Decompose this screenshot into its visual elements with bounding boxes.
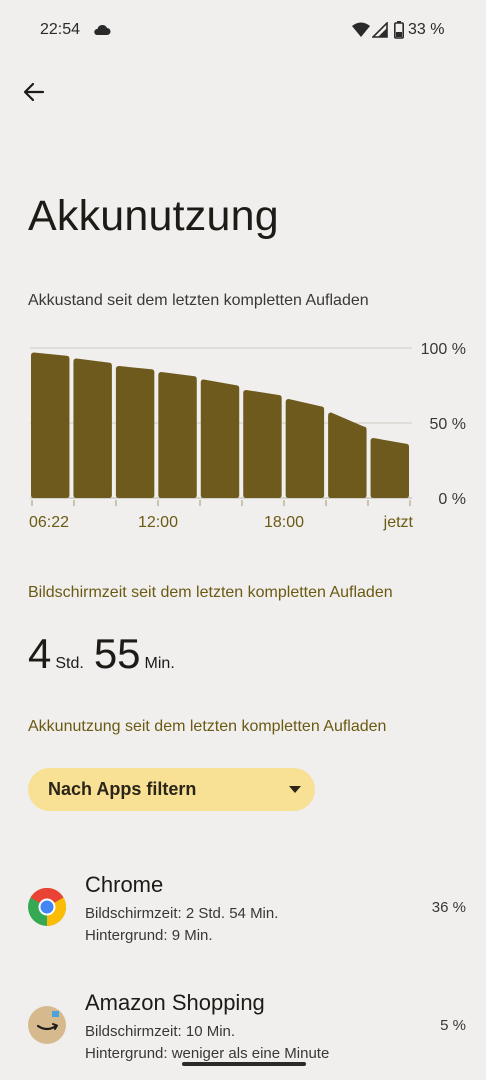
status-bar: 22:54 33 % <box>0 0 486 62</box>
battery-bar <box>243 390 282 498</box>
battery-bar <box>31 352 70 498</box>
x-tick-label: jetzt <box>383 514 414 531</box>
app-background-time: Hintergrund: 9 Min. <box>85 927 213 944</box>
arrow-back-icon <box>23 82 45 102</box>
app-percent: 5 % <box>440 1017 466 1034</box>
x-tick-label: 06:22 <box>29 514 69 531</box>
battery-chart[interactable]: 100 % 50 % 0 % 06:22 12:00 18:00 jetzt <box>0 330 486 540</box>
app-name: Chrome <box>85 872 164 897</box>
app-row-chrome[interactable]: Chrome Bildschirmzeit: 2 Std. 54 Min. Hi… <box>0 862 486 962</box>
battery-bar <box>200 379 240 498</box>
battery-bar <box>115 366 155 498</box>
screen-time-value: 4 Std. 55 Min. <box>28 630 185 680</box>
battery-bar <box>285 399 325 498</box>
battery-bar <box>328 412 367 498</box>
screen-time-hours: 4 <box>28 630 52 677</box>
filter-label: Nach Apps filtern <box>48 779 197 799</box>
screen-time-minutes: 55 <box>93 630 141 677</box>
battery-usage-label: Akkunutzung seit dem letzten kompletten … <box>28 718 387 735</box>
signal-icon <box>372 22 388 38</box>
x-tick-label: 12:00 <box>138 514 178 531</box>
battery-percent: 33 % <box>408 21 445 38</box>
wifi-icon <box>352 22 370 37</box>
home-indicator[interactable] <box>182 1062 306 1066</box>
chrome-icon <box>28 888 66 926</box>
amazon-icon <box>28 1006 66 1044</box>
app-row-amazon-shopping[interactable]: Amazon Shopping Bildschirmzeit: 10 Min. … <box>0 980 486 1080</box>
chart-caption: Akkustand seit dem letzten kompletten Au… <box>28 292 369 309</box>
battery-bar <box>370 438 409 498</box>
app-percent: 36 % <box>431 899 466 916</box>
battery-bar <box>73 358 112 498</box>
screen-time-hours-unit: Std. <box>55 655 84 672</box>
y-tick-label: 50 % <box>430 416 466 433</box>
y-tick-label: 0 % <box>438 491 466 508</box>
app-name: Amazon Shopping <box>85 990 265 1015</box>
x-tick-label: 18:00 <box>264 514 304 531</box>
screen-time-minutes-unit: Min. <box>144 655 175 672</box>
page-title: Akkunutzung <box>28 192 279 240</box>
cloud-icon <box>94 24 111 35</box>
app-screen-time: Bildschirmzeit: 10 Min. <box>85 1023 236 1040</box>
app-background-time: Hintergrund: weniger als eine Minute <box>85 1045 330 1062</box>
battery-bar <box>158 372 197 498</box>
battery-icon <box>394 21 404 39</box>
app-filter-dropdown[interactable]: Nach Apps filtern <box>28 768 315 811</box>
back-button[interactable] <box>14 72 54 112</box>
screen-time-label: Bildschirmzeit seit dem letzten komplett… <box>28 584 393 601</box>
y-tick-label: 100 % <box>421 341 466 358</box>
status-time: 22:54 <box>40 21 81 38</box>
dropdown-caret-icon <box>289 786 301 793</box>
app-screen-time: Bildschirmzeit: 2 Std. 54 Min. <box>85 905 279 922</box>
